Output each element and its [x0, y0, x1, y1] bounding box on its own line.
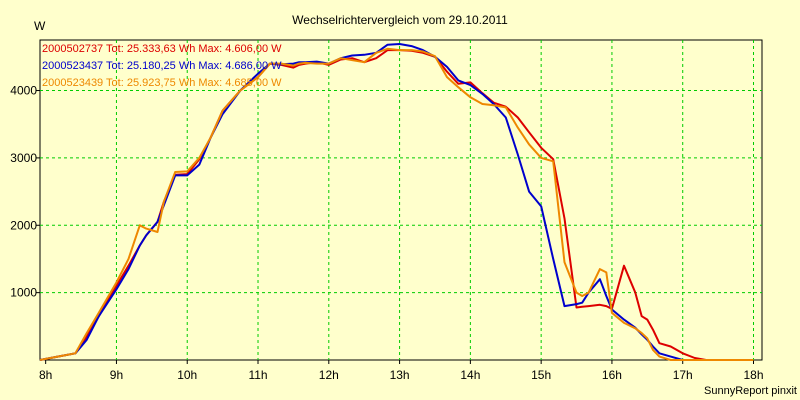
plot-area — [39, 39, 763, 361]
x-tick-label: 16h — [602, 368, 622, 382]
x-tick-label: 12h — [319, 368, 339, 382]
y-tick-label: 4000 — [10, 84, 37, 98]
x-tick-label: 8h — [39, 368, 52, 382]
x-tick-label: 9h — [110, 368, 123, 382]
y-tick-label: 3000 — [10, 151, 37, 165]
x-tick-label: 18h — [743, 368, 763, 382]
y-axis-ticks: 1000 2000 3000 4000 — [10, 84, 40, 300]
y-axis-unit-label: W — [34, 19, 46, 33]
x-tick-label: 14h — [460, 368, 480, 382]
x-tick-label: 11h — [248, 368, 267, 382]
footer-credit: SunnyReport pinxit — [704, 385, 797, 397]
legend-entry-2000523439: 2000523439 Tot: 25.923,75 Wh Max: 4.685,… — [42, 77, 282, 89]
legend-entry-2000523437: 2000523437 Tot: 25.180,25 Wh Max: 4.686,… — [42, 60, 282, 72]
legend-entry-2000502737: 2000502737 Tot: 25.333,63 Wh Max: 4.606,… — [42, 43, 282, 55]
series-line-2000523439 — [39, 47, 754, 361]
x-tick-label: 15h — [531, 368, 551, 382]
x-axis-ticks: 8h 9h 10h 11h 12h 13h 14h 15h 16h 17h 18h — [39, 360, 764, 382]
y-tick-label: 2000 — [10, 218, 37, 232]
chart-title: Wechselrichtervergleich vom 29.10.2011 — [292, 13, 508, 27]
y-tick-label: 1000 — [10, 286, 37, 300]
series-lines — [39, 43, 754, 361]
x-tick-label: 13h — [390, 368, 410, 382]
x-tick-label: 10h — [177, 368, 197, 382]
x-tick-label: 17h — [673, 368, 693, 382]
legend: 2000502737 Tot: 25.333,63 Wh Max: 4.606,… — [42, 43, 282, 89]
